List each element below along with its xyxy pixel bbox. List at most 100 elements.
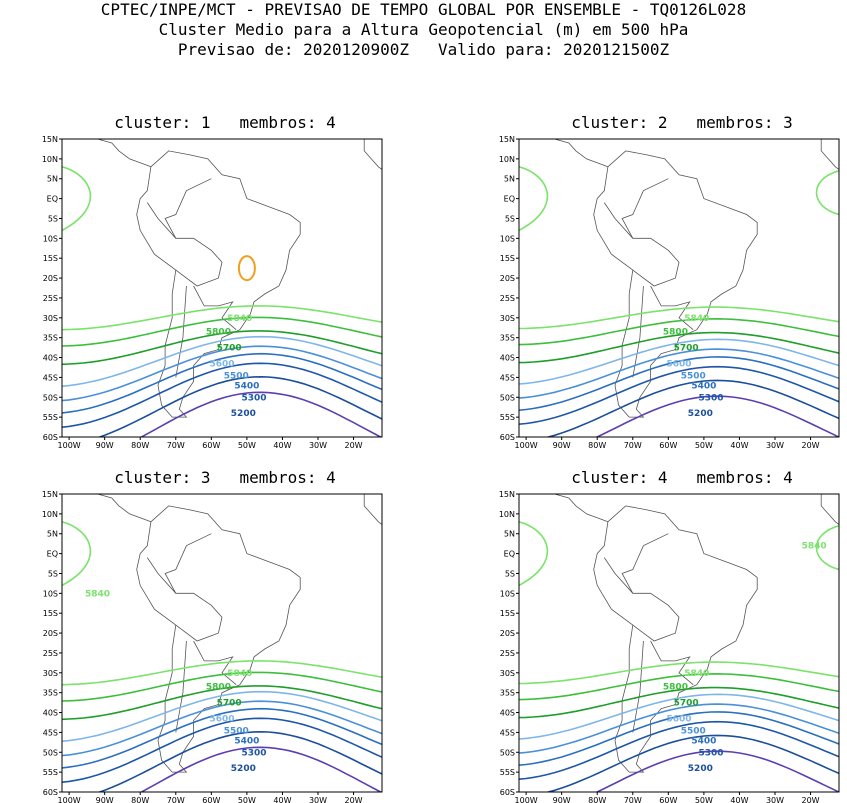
lat-tick-label: 45S bbox=[500, 728, 515, 737]
contour-label-5600: 5600 bbox=[209, 359, 234, 369]
lon-tick-label: 100W bbox=[515, 796, 538, 803]
contour-5840 bbox=[62, 660, 382, 686]
lat-tick-label: 15N bbox=[42, 490, 58, 499]
lat-tick-label: 10S bbox=[500, 234, 515, 243]
lon-tick-label: 80W bbox=[588, 441, 606, 450]
lat-tick-label: 40S bbox=[43, 354, 58, 363]
contour-5840-east-lobe bbox=[815, 525, 839, 571]
lat-tick-label: 15S bbox=[43, 254, 58, 263]
lon-tick-label: 50W bbox=[238, 441, 256, 450]
contour-5800 bbox=[62, 671, 382, 702]
coastline-south-america bbox=[136, 150, 301, 418]
lon-tick-label: 60W bbox=[202, 441, 220, 450]
contour-5400 bbox=[62, 352, 382, 414]
lat-tick-label: 45S bbox=[43, 728, 58, 737]
lat-tick-label: 5N bbox=[504, 175, 515, 184]
contour-label-5300: 5300 bbox=[241, 748, 266, 758]
lon-tick-label: 40W bbox=[730, 441, 748, 450]
contour-label-5800: 5800 bbox=[663, 328, 688, 338]
lon-tick-label: 20W bbox=[345, 796, 363, 803]
contour-5840-west-lobe bbox=[519, 166, 549, 232]
country-border bbox=[621, 178, 680, 287]
lat-tick-label: 5N bbox=[47, 175, 58, 184]
contour-label-5700: 5700 bbox=[217, 699, 242, 709]
lon-tick-label: 60W bbox=[202, 796, 220, 803]
lat-tick-label: 30S bbox=[43, 314, 58, 323]
contour-5400 bbox=[519, 711, 839, 766]
lon-tick-label: 30W bbox=[766, 441, 784, 450]
lat-tick-label: 35S bbox=[43, 334, 58, 343]
lon-tick-label: 30W bbox=[309, 441, 327, 450]
contour-5800 bbox=[519, 317, 839, 346]
contour-5500 bbox=[62, 700, 382, 757]
lat-tick-label: 55S bbox=[500, 768, 515, 777]
lon-tick-label: 100W bbox=[515, 441, 538, 450]
contour-label-5400: 5400 bbox=[691, 381, 716, 391]
lat-tick-label: 15N bbox=[42, 135, 58, 144]
lon-tick-label: 20W bbox=[802, 796, 820, 803]
coastline-south-america bbox=[593, 505, 758, 773]
lon-tick-label: 60W bbox=[659, 796, 677, 803]
coastline-africa bbox=[820, 494, 839, 525]
contour-label-5300: 5300 bbox=[241, 393, 266, 403]
lat-tick-label: 5S bbox=[505, 569, 515, 578]
map-frame bbox=[518, 138, 840, 438]
coastline-africa bbox=[363, 494, 382, 525]
lat-tick-label: 50S bbox=[43, 748, 58, 757]
lat-tick-label: 25S bbox=[500, 649, 515, 658]
coastline-south-america bbox=[136, 505, 301, 773]
contour-5100 bbox=[595, 750, 839, 792]
panel-4-title: cluster: 4 membros: 4 bbox=[571, 468, 793, 487]
contour-5600 bbox=[62, 335, 382, 388]
map-frame bbox=[61, 138, 383, 438]
lat-tick-label: 10N bbox=[42, 510, 58, 519]
lat-tick-label: 45S bbox=[500, 373, 515, 382]
contour-5840-west-lobe bbox=[62, 166, 92, 232]
country-border bbox=[650, 640, 694, 686]
lat-tick-label: 55S bbox=[43, 413, 58, 422]
lon-tick-label: 40W bbox=[273, 441, 291, 450]
header-line-2: Cluster Medio para a Altura Geopotencial… bbox=[158, 20, 689, 39]
contour-label-5200: 5200 bbox=[688, 409, 713, 419]
contour-5200 bbox=[545, 734, 839, 792]
lon-tick-label: 70W bbox=[167, 796, 185, 803]
country-border bbox=[146, 202, 177, 239]
contour-label-5500: 5500 bbox=[681, 726, 706, 736]
contour-5100 bbox=[595, 395, 839, 437]
lon-tick-label: 70W bbox=[167, 441, 185, 450]
lat-tick-label: 45S bbox=[43, 373, 58, 382]
lat-tick-label: 10N bbox=[499, 510, 515, 519]
contour-5500 bbox=[519, 703, 839, 754]
contour-closed-high bbox=[237, 255, 256, 282]
lon-tick-label: 90W bbox=[553, 441, 571, 450]
lon-tick-label: 30W bbox=[766, 796, 784, 803]
country-border bbox=[650, 285, 694, 331]
lat-tick-label: 10S bbox=[43, 234, 58, 243]
lat-tick-label: 30S bbox=[500, 669, 515, 678]
lon-tick-label: 20W bbox=[345, 441, 363, 450]
coastline-central-america bbox=[96, 494, 152, 523]
lon-tick-label: 50W bbox=[695, 796, 713, 803]
country-border bbox=[164, 533, 223, 642]
lon-tick-label: 70W bbox=[624, 796, 642, 803]
contour-5400 bbox=[519, 356, 839, 411]
contour-label-5500: 5500 bbox=[224, 726, 249, 736]
lon-tick-label: 30W bbox=[309, 796, 327, 803]
contour-label-5800: 5800 bbox=[206, 683, 231, 693]
lat-tick-label: 35S bbox=[500, 689, 515, 698]
contour-label-5700: 5700 bbox=[674, 699, 699, 709]
coastline-south-america bbox=[593, 150, 758, 418]
lon-tick-label: 80W bbox=[588, 796, 606, 803]
lat-tick-label: 50S bbox=[43, 393, 58, 402]
contour-label-5840: 5840 bbox=[227, 669, 252, 679]
contour-5800 bbox=[519, 672, 839, 701]
lon-tick-label: 60W bbox=[659, 441, 677, 450]
lat-tick-label: 35S bbox=[500, 334, 515, 343]
country-border bbox=[164, 178, 223, 287]
contour-label-5800: 5800 bbox=[206, 328, 231, 338]
contour-label-5840: 5840 bbox=[684, 669, 709, 679]
contour-5840 bbox=[519, 306, 839, 330]
